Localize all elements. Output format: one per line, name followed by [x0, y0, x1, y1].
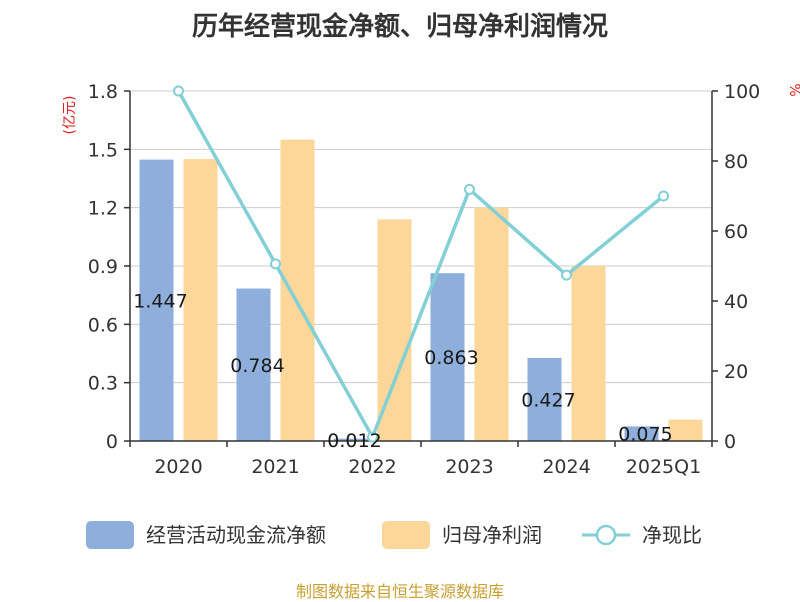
data-labels: 1.447 0.784 0.012 0.863 0.427 0.075: [133, 290, 672, 452]
bar-cash-flow: [430, 273, 465, 441]
y-left-unit: (亿元): [62, 96, 78, 135]
bar-net-profit: [280, 139, 315, 441]
y-right-tick-label: 40: [724, 291, 748, 313]
bar-cash-flow: [236, 288, 271, 441]
bar-cash-flow: [624, 426, 659, 441]
x-tick-label: 2022: [348, 456, 396, 478]
legend-label-cash-flow: 经营活动现金流净额: [146, 523, 326, 547]
y-left-tick-label: 1.8: [88, 81, 118, 103]
y-right-unit: %: [786, 83, 800, 96]
y-right-tick-label: 60: [724, 221, 748, 243]
y-left-tick-label: 1.5: [88, 139, 118, 161]
x-tick-label: 2024: [542, 456, 590, 478]
data-label-cash-flow: 1.447: [133, 290, 187, 312]
legend-swatch-net-profit: [382, 521, 430, 549]
ratio-line-layer: [173, 85, 669, 443]
y-right-tick-label: 0: [724, 431, 736, 453]
ratio-point: [270, 258, 281, 270]
legend-label-net-profit: 归母净利润: [442, 523, 542, 547]
x-tick-label: 2023: [445, 456, 493, 478]
data-label-cash-flow: 0.784: [230, 355, 284, 377]
bar-net-profit: [668, 419, 703, 441]
legend: 经营活动现金流净额 归母净利润 净现比: [86, 521, 702, 549]
bar-cash-flow: [527, 357, 562, 441]
y-right-tick-label: 80: [724, 151, 748, 173]
x-tick-label: 2020: [154, 456, 202, 478]
y-left-tick-label: 0.6: [88, 314, 118, 336]
ratio-point: [173, 85, 184, 97]
x-tick-label: 2021: [251, 456, 299, 478]
x-tick-label: 2025Q1: [626, 456, 701, 478]
bar-net-profit: [571, 266, 606, 441]
bar-cash-flow: [333, 438, 368, 441]
y-left-tick-label: 0.9: [88, 256, 118, 278]
ratio-point: [464, 183, 475, 195]
bar-net-profit: [377, 219, 412, 441]
bar-cash-flow: [139, 159, 174, 441]
legend-swatch-cash-flow: [86, 521, 134, 549]
data-label-cash-flow: 0.075: [618, 424, 672, 446]
bars: [139, 139, 703, 442]
y-right-tick-label: 100: [724, 81, 760, 103]
data-label-cash-flow: 0.863: [424, 347, 478, 369]
source-note: 制图数据来自恒生聚源数据库: [295, 582, 504, 601]
ratio-point: [658, 190, 669, 202]
chart-title: 历年经营现金净额、归母净利润情况: [191, 12, 608, 42]
y-left-tick-label: 0.3: [88, 373, 118, 395]
ratio-point: [367, 431, 378, 443]
legend-marker-ratio: [595, 524, 617, 546]
ratio-line: [176, 90, 665, 442]
bar-net-profit: [183, 159, 218, 442]
data-label-cash-flow: 0.012: [327, 430, 381, 452]
data-label-cash-flow: 0.427: [521, 389, 575, 411]
y-left-tick-label: 1.2: [88, 198, 118, 220]
axes: 0 0.3 0.6 0.9 1.2 1.5 1.8 0 20 40 60 80 100 (亿元)% 2020…: [62, 81, 800, 478]
ratio-point: [561, 269, 572, 281]
bar-net-profit: [474, 207, 509, 441]
y-left-tick-label: 0: [106, 431, 118, 453]
legend-label-ratio: 净现比: [642, 523, 702, 547]
y-right-tick-label: 20: [724, 361, 748, 383]
